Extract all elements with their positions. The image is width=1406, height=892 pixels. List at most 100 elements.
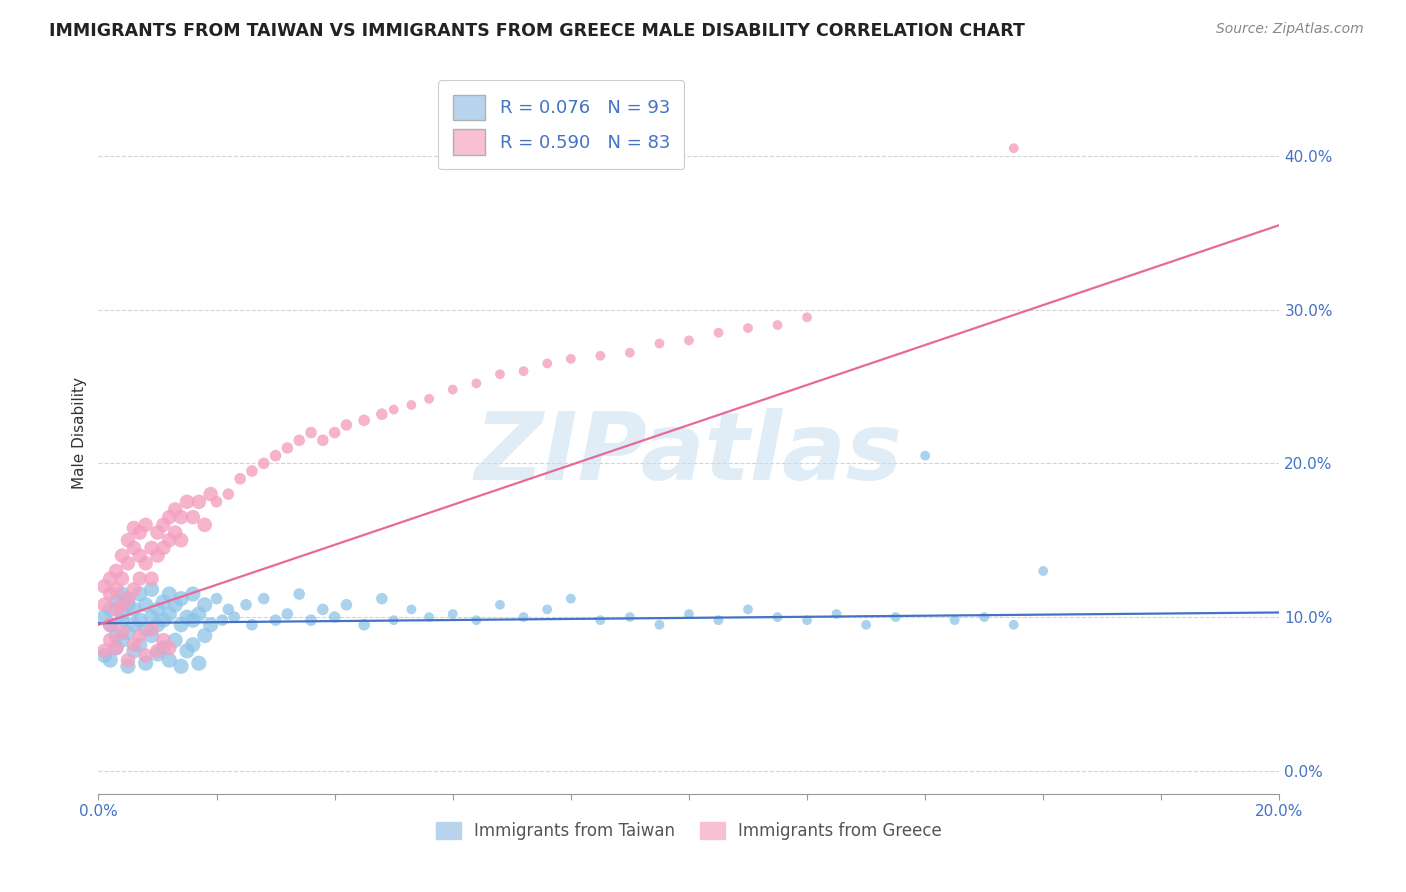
Point — [152, 517, 174, 532]
Point — [796, 310, 818, 325]
Point — [135, 517, 157, 532]
Point — [200, 617, 222, 632]
Point — [117, 556, 139, 570]
Point — [117, 591, 139, 606]
Point — [176, 644, 198, 658]
Point — [93, 648, 115, 663]
Point — [560, 591, 582, 606]
Point — [146, 644, 169, 658]
Point — [117, 659, 139, 673]
Point — [105, 602, 128, 616]
Point — [211, 613, 233, 627]
Point — [194, 517, 217, 532]
Point — [288, 587, 311, 601]
Point — [98, 653, 121, 667]
Point — [170, 659, 193, 673]
Point — [111, 549, 134, 563]
Y-axis label: Male Disability: Male Disability — [72, 376, 87, 489]
Point — [401, 602, 423, 616]
Point — [146, 647, 169, 661]
Point — [176, 610, 198, 624]
Point — [353, 413, 375, 427]
Point — [105, 640, 128, 655]
Point — [312, 434, 335, 448]
Point — [98, 587, 121, 601]
Point — [973, 610, 995, 624]
Point — [128, 587, 150, 601]
Point — [312, 602, 335, 616]
Point — [117, 533, 139, 548]
Point — [98, 617, 121, 632]
Point — [157, 510, 180, 524]
Point — [157, 533, 180, 548]
Point — [135, 623, 157, 637]
Point — [288, 434, 311, 448]
Point — [122, 644, 145, 658]
Point — [707, 613, 730, 627]
Point — [111, 607, 134, 621]
Point — [187, 495, 209, 509]
Point — [181, 510, 204, 524]
Point — [648, 617, 671, 632]
Point — [135, 657, 157, 671]
Point — [224, 610, 246, 624]
Point — [619, 610, 641, 624]
Point — [165, 598, 187, 612]
Point — [93, 610, 115, 624]
Point — [217, 602, 239, 616]
Point — [111, 572, 134, 586]
Point — [128, 525, 150, 540]
Point — [141, 582, 163, 597]
Point — [205, 591, 228, 606]
Point — [619, 345, 641, 359]
Point — [1032, 564, 1054, 578]
Point — [135, 598, 157, 612]
Point — [128, 572, 150, 586]
Point — [128, 638, 150, 652]
Point — [335, 417, 357, 432]
Point — [276, 607, 298, 621]
Point — [93, 598, 115, 612]
Point — [766, 610, 789, 624]
Point — [170, 533, 193, 548]
Point — [141, 628, 163, 642]
Point — [122, 638, 145, 652]
Point — [98, 617, 121, 632]
Point — [589, 613, 612, 627]
Point — [229, 472, 252, 486]
Point — [111, 613, 134, 627]
Point — [914, 449, 936, 463]
Point — [240, 617, 263, 632]
Point — [943, 613, 966, 627]
Point — [825, 607, 848, 621]
Point — [441, 607, 464, 621]
Point — [465, 613, 488, 627]
Point — [276, 441, 298, 455]
Point — [105, 582, 128, 597]
Point — [371, 407, 394, 421]
Point — [766, 318, 789, 332]
Point — [117, 591, 139, 606]
Point — [560, 351, 582, 366]
Point — [111, 633, 134, 648]
Point — [884, 610, 907, 624]
Point — [122, 617, 145, 632]
Point — [128, 613, 150, 627]
Point — [128, 549, 150, 563]
Point — [1002, 617, 1025, 632]
Point — [146, 617, 169, 632]
Point — [465, 376, 488, 391]
Point — [93, 644, 115, 658]
Point — [299, 425, 322, 440]
Point — [152, 633, 174, 648]
Point — [105, 595, 128, 609]
Point — [264, 613, 287, 627]
Point — [111, 587, 134, 601]
Point — [122, 582, 145, 597]
Point — [122, 541, 145, 555]
Point — [157, 587, 180, 601]
Point — [181, 613, 204, 627]
Point — [353, 617, 375, 632]
Point — [105, 640, 128, 655]
Point — [117, 598, 139, 612]
